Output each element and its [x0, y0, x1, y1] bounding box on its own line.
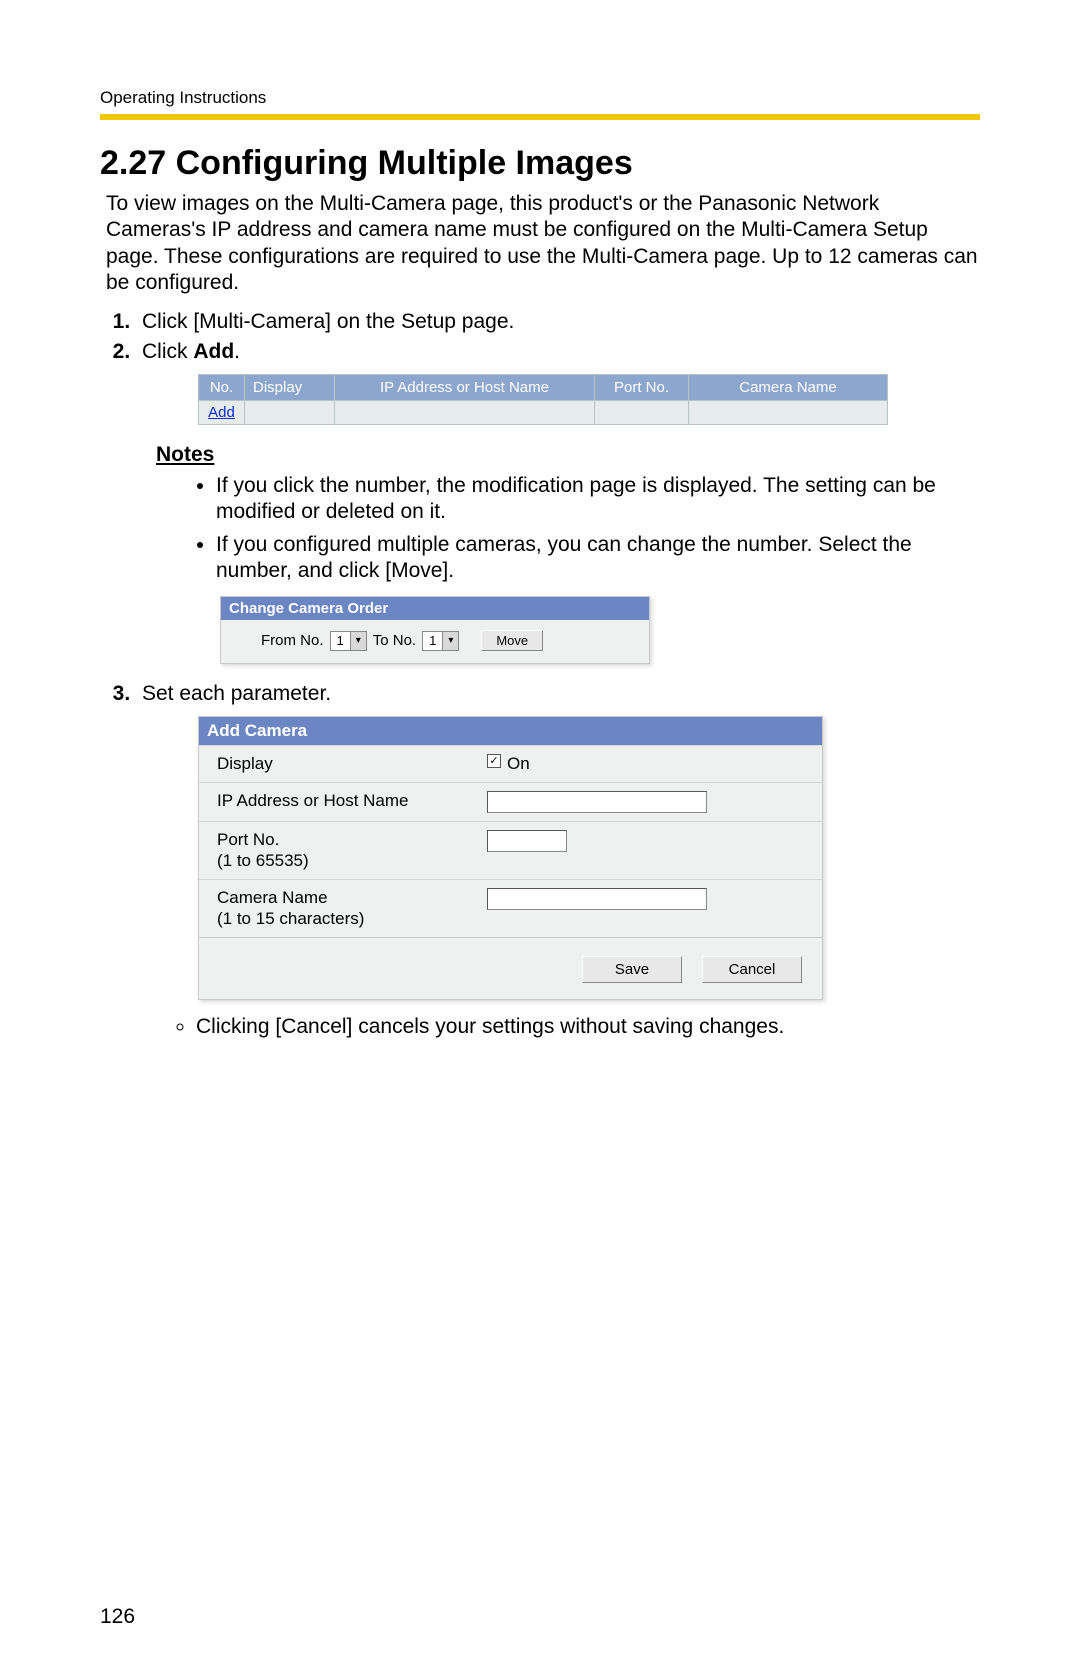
add-camera-panel: Add Camera Display ✓ On IP Address or Ho… [198, 716, 823, 1000]
label-display: Display [217, 754, 487, 774]
label-name: Camera Name (1 to 15 characters) [217, 888, 487, 929]
step-2-pre: Click [142, 340, 193, 363]
save-button[interactable]: Save [582, 956, 682, 983]
label-port: Port No. (1 to 65535) [217, 830, 487, 871]
port-input[interactable] [487, 830, 567, 852]
step-2-post: . [234, 340, 240, 363]
row-ip: IP Address or Host Name [199, 782, 822, 821]
label-name-line2: (1 to 15 characters) [217, 909, 364, 928]
step-1: Click [Multi-Camera] on the Setup page. [136, 310, 980, 334]
change-order-title: Change Camera Order [221, 597, 649, 620]
col-header-display: Display [245, 375, 335, 400]
page-number: 126 [100, 1605, 135, 1629]
add-camera-buttons: Save Cancel [199, 937, 822, 999]
label-port-line1: Port No. [217, 830, 279, 849]
from-select[interactable]: 1 ▾ [330, 631, 367, 651]
note-1: If you click the number, the modificatio… [216, 473, 980, 526]
step-2-bold: Add [193, 340, 234, 363]
to-label: To No. [373, 632, 416, 649]
camera-list-table: No. Display IP Address or Host Name Port… [198, 374, 888, 425]
display-checkbox[interactable]: ✓ [487, 754, 501, 768]
to-value: 1 [423, 633, 442, 648]
from-value: 1 [331, 633, 350, 648]
ip-input[interactable] [487, 791, 707, 813]
label-ip: IP Address or Host Name [217, 791, 487, 813]
camera-list-add-row: Add [199, 400, 887, 424]
step-3: Set each parameter. Add Camera Display ✓… [136, 682, 980, 1040]
row-name: Camera Name (1 to 15 characters) [199, 879, 822, 937]
row-port: Port No. (1 to 65535) [199, 821, 822, 879]
add-link[interactable]: Add [208, 404, 235, 421]
cancel-button[interactable]: Cancel [702, 956, 802, 983]
chevron-down-icon: ▾ [442, 632, 458, 650]
col-header-no: No. [199, 375, 245, 400]
post-note: Clicking [Cancel] cancels your settings … [196, 1014, 980, 1040]
intro-paragraph: To view images on the Multi-Camera page,… [106, 191, 980, 296]
notes-list: If you click the number, the modificatio… [190, 473, 980, 584]
display-checkbox-label: On [507, 754, 530, 774]
step-3-text: Set each parameter. [142, 682, 331, 705]
change-order-panel: Change Camera Order From No. 1 ▾ To No. … [220, 596, 650, 664]
add-camera-title: Add Camera [199, 717, 822, 745]
col-header-name: Camera Name [689, 375, 887, 400]
camera-list-header: No. Display IP Address or Host Name Port… [199, 375, 887, 400]
to-select[interactable]: 1 ▾ [422, 631, 459, 651]
section-title: 2.27 Configuring Multiple Images [100, 144, 980, 183]
step-2: Click Add. No. Display IP Address or Hos… [136, 340, 980, 425]
camera-name-input[interactable] [487, 888, 707, 910]
header-rule [100, 114, 980, 120]
from-label: From No. [261, 632, 324, 649]
note-2: If you configured multiple cameras, you … [216, 532, 980, 585]
chevron-down-icon: ▾ [350, 632, 366, 650]
col-header-ip: IP Address or Host Name [335, 375, 595, 400]
notes-heading: Notes [156, 443, 980, 467]
col-header-port: Port No. [595, 375, 689, 400]
running-header: Operating Instructions [100, 88, 980, 108]
row-display: Display ✓ On [199, 745, 822, 782]
label-port-line2: (1 to 65535) [217, 851, 309, 870]
move-button[interactable]: Move [481, 630, 543, 651]
label-name-line1: Camera Name [217, 888, 328, 907]
